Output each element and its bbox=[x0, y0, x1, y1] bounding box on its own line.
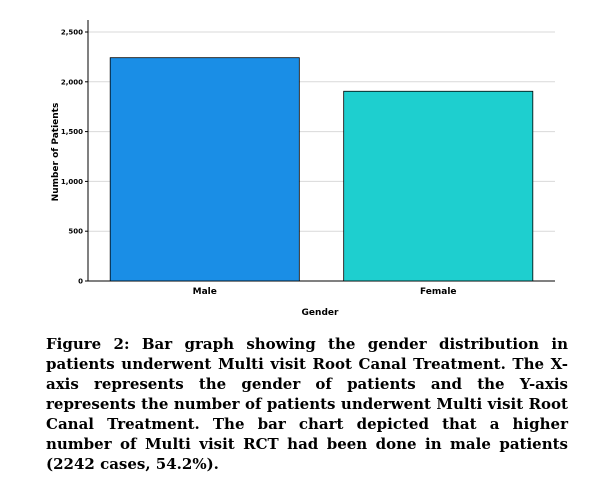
x-tick-label: Female bbox=[420, 287, 457, 297]
x-tick-label: Male bbox=[193, 287, 217, 297]
bar-chart: 0 500 1,000 1,500 2,000 2,500 Male Female Gend… bbox=[51, 20, 555, 318]
bar-male bbox=[109, 57, 300, 282]
y-ticks: 0 500 1,000 1,500 2,000 2,500 bbox=[61, 29, 88, 286]
y-axis-title: Number of Patients bbox=[51, 103, 61, 202]
x-tick-labels: Male Female bbox=[193, 287, 457, 297]
y-tick-label: 0 bbox=[78, 278, 83, 286]
bar-female bbox=[343, 90, 534, 282]
y-tick-label: 1,500 bbox=[61, 128, 83, 136]
caption-text: Figure 2: Bar graph showing the gender d… bbox=[46, 335, 568, 473]
y-tick-label: 500 bbox=[68, 228, 83, 236]
y-tick-label: 2,500 bbox=[61, 29, 83, 37]
x-axis-title: Gender bbox=[302, 308, 339, 318]
figure-caption: Figure 2: Bar graph showing the gender d… bbox=[46, 334, 568, 474]
bars bbox=[109, 57, 534, 282]
y-tick-label: 2,000 bbox=[61, 78, 83, 86]
y-tick-label: 1,000 bbox=[61, 178, 83, 186]
